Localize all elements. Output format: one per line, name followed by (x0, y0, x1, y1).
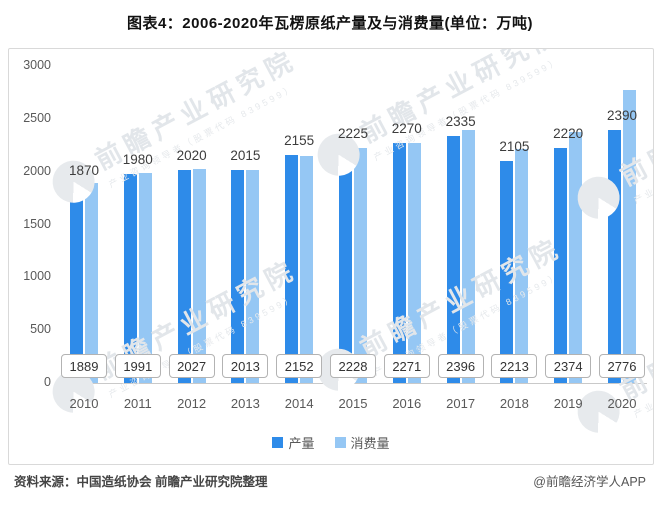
y-axis-tick-label: 1000 (23, 269, 51, 284)
consumption-value-box: 2271 (383, 354, 430, 378)
consumption-value-box: 2374 (545, 354, 592, 378)
source-text: 资料来源：中国造纸协会 前瞻产业研究院整理 (14, 475, 268, 489)
x-axis-year-label: 2019 (553, 396, 583, 411)
consumption-bar (300, 155, 314, 383)
x-axis-year-label: 2020 (607, 396, 637, 411)
legend-item-production[interactable]: 产量 (272, 433, 315, 452)
chart-container: 0 500 1000 1500 2000 2500 3000 1870 1889 2010 1980… (8, 48, 654, 465)
production-value-label: 2220 (553, 126, 584, 142)
consumption-bar (461, 129, 475, 383)
consumption-value-box: 2013 (222, 354, 269, 378)
legend-label-production: 产量 (288, 436, 315, 451)
watermark-text: 前瞻产业研究院 (355, 231, 568, 364)
x-axis-year-label: 2011 (123, 396, 152, 411)
production-bar (285, 155, 299, 383)
x-axis-year-label: 2012 (177, 396, 207, 411)
consumption-value-box: 1889 (61, 354, 107, 378)
chart-title: 图表4：2006-2020年瓦楞原纸产量及与消费量(单位：万吨) (126, 15, 534, 32)
production-bar (339, 147, 352, 383)
x-axis-year-label: 2017 (446, 396, 476, 411)
footer: 资料来源：中国造纸协会 前瞻产业研究院整理 @前瞻经济学人APP (14, 471, 646, 490)
consumption-bar (623, 89, 636, 383)
x-axis-line (56, 383, 647, 384)
production-bar (608, 130, 621, 383)
y-axis-tick-label: 1500 (23, 216, 51, 231)
x-axis-year-label: 2018 (499, 396, 529, 411)
consumption-bar (407, 143, 421, 383)
production-bar (70, 185, 83, 383)
production-value-label: 2390 (606, 108, 638, 124)
production-bar (392, 143, 406, 383)
production-bar (500, 160, 514, 383)
x-axis-year-label: 2014 (284, 396, 314, 411)
legend: 产量 消费量 (9, 433, 653, 452)
consumption-bar (192, 168, 206, 383)
consumption-swatch-icon (334, 437, 346, 448)
consumption-value-box: 2213 (491, 354, 538, 378)
watermark-subtext: 产业咨询领导者（股票代码 839599） (107, 82, 297, 190)
consumption-bar (569, 132, 583, 383)
y-axis-tick-label: 2500 (23, 110, 51, 125)
consumption-bar (515, 149, 529, 383)
y-axis-tick-label: 3000 (23, 58, 51, 72)
production-value-label: 2155 (284, 133, 315, 149)
consumption-bar (354, 147, 367, 383)
consumption-bar (85, 183, 98, 383)
production-bar (446, 136, 460, 383)
consumption-value-box: 2776 (599, 354, 645, 378)
x-axis-year-label: 2010 (69, 396, 99, 411)
consumption-value-box: 2027 (168, 354, 215, 378)
x-axis-year-label: 2015 (338, 396, 368, 411)
production-value-label: 1980 (122, 151, 153, 167)
production-value-label: 2335 (445, 114, 476, 130)
production-swatch-icon (272, 437, 284, 448)
production-bar (231, 170, 245, 383)
production-bar (554, 148, 568, 383)
y-axis-tick-label: 500 (30, 322, 51, 337)
consumption-value-box: 2228 (330, 354, 376, 378)
consumption-value-box: 2152 (276, 354, 323, 378)
y-axis-tick-label: 2000 (23, 163, 51, 178)
consumption-bar (246, 170, 260, 383)
consumption-value-box: 1991 (114, 354, 161, 378)
production-bar (123, 173, 137, 383)
legend-item-consumption[interactable]: 消费量 (334, 433, 390, 452)
production-value-label: 2015 (230, 148, 261, 164)
production-bar (177, 169, 191, 383)
qianzhan-logo-icon (570, 383, 628, 441)
production-value-label: 2105 (499, 138, 530, 154)
consumption-bar (138, 172, 152, 383)
y-axis-tick-label: 0 (44, 375, 51, 389)
x-axis-year-label: 2016 (392, 396, 422, 411)
production-value-label: 2020 (176, 147, 207, 163)
consumption-value-box: 2396 (437, 354, 484, 378)
production-value-label: 2270 (391, 121, 422, 137)
x-axis-year-label: 2013 (230, 396, 260, 411)
legend-label-consumption: 消费量 (350, 436, 390, 451)
credit-text: @前瞻经济学人APP (533, 475, 646, 489)
